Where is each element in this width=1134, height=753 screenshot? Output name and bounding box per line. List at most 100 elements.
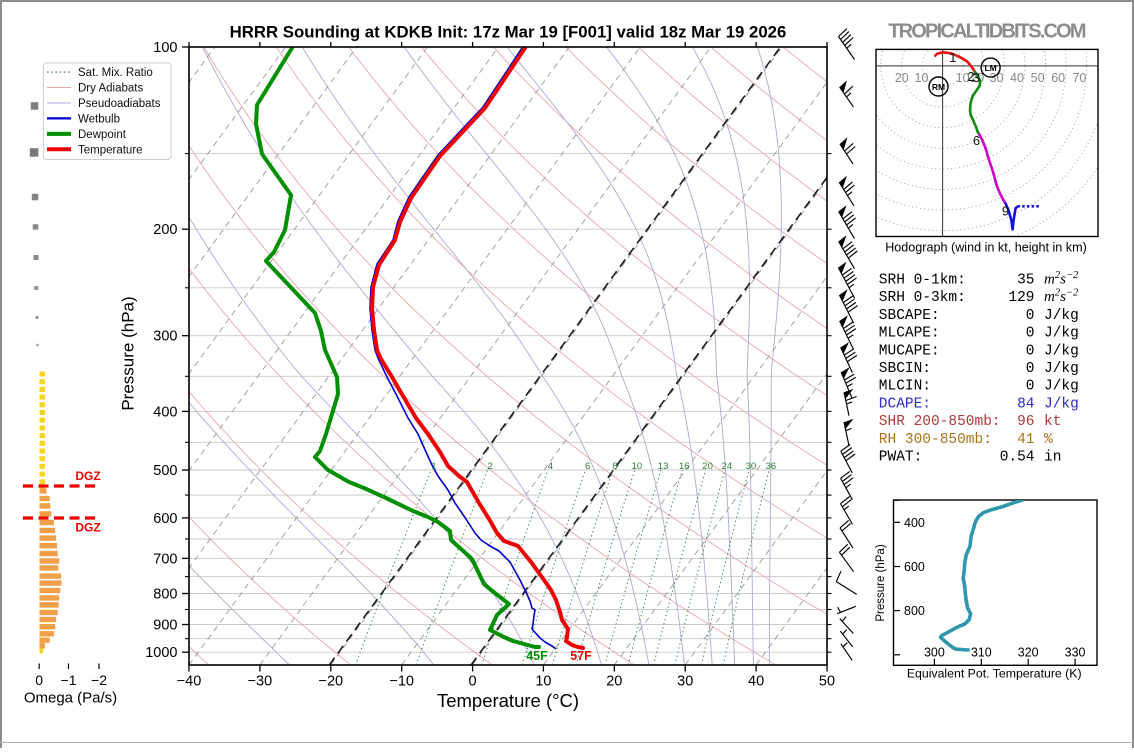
svg-text:LM: LM [984, 63, 996, 73]
svg-text:Wetbulb: Wetbulb [78, 113, 120, 125]
svg-text:SHR 200-850mb:: SHR 200-850mb: [879, 414, 1001, 430]
svg-text:Sat. Mix. Ratio: Sat. Mix. Ratio [78, 67, 153, 79]
svg-text:Pressure (hPa): Pressure (hPa) [119, 296, 138, 410]
svg-text:Hodograph (wind in kt, height: Hodograph (wind in kt, height in km) [885, 241, 1087, 255]
svg-text:−30: −30 [248, 674, 273, 690]
svg-text:MUCAPE:: MUCAPE: [879, 343, 940, 359]
svg-text:Dewpoint: Dewpoint [78, 129, 127, 141]
svg-text:Omega (Pa/s): Omega (Pa/s) [24, 690, 117, 707]
svg-text:30: 30 [746, 461, 757, 472]
svg-text:DCAPE:: DCAPE: [879, 396, 931, 412]
svg-text:330: 330 [1065, 645, 1086, 659]
svg-text:SBCIN:: SBCIN: [879, 361, 931, 377]
svg-text:HRRR Sounding at KDKB Init: 17: HRRR Sounding at KDKB Init: 17z Mar 19 [… [230, 23, 787, 42]
svg-text:1: 1 [949, 50, 956, 65]
svg-text:96: 96 [1017, 414, 1034, 430]
svg-text:20: 20 [606, 674, 622, 690]
svg-text:Pseudoadiabats: Pseudoadiabats [78, 98, 161, 110]
svg-text:800: 800 [904, 604, 925, 618]
svg-text:41: 41 [1017, 432, 1034, 448]
svg-text:%: % [1044, 432, 1053, 448]
svg-text:20: 20 [895, 71, 909, 85]
svg-text:700: 700 [153, 551, 177, 567]
svg-text:−1: −1 [61, 672, 77, 688]
svg-text:900: 900 [153, 618, 177, 634]
svg-text:30: 30 [677, 674, 693, 690]
svg-text:Pressure (hPa): Pressure (hPa) [875, 544, 887, 622]
svg-text:13: 13 [658, 461, 669, 472]
svg-text:57F: 57F [570, 649, 592, 663]
svg-text:J/kg: J/kg [1044, 343, 1079, 359]
svg-text:J/kg: J/kg [1044, 396, 1079, 412]
svg-text:10: 10 [915, 71, 929, 85]
svg-text:60: 60 [1051, 71, 1065, 85]
svg-text:−20: −20 [318, 674, 343, 690]
svg-text:J/kg: J/kg [1044, 379, 1079, 395]
svg-text:1000: 1000 [145, 645, 177, 661]
svg-text:6: 6 [585, 461, 590, 472]
svg-text:300: 300 [153, 329, 177, 345]
svg-text:310: 310 [971, 645, 992, 659]
svg-text:6: 6 [973, 133, 980, 148]
svg-text:Temperature (°C): Temperature (°C) [437, 690, 579, 711]
svg-text:20: 20 [702, 461, 713, 472]
svg-text:200: 200 [153, 222, 177, 238]
svg-text:400: 400 [904, 516, 925, 530]
svg-text:84: 84 [1017, 396, 1034, 412]
svg-text:600: 600 [904, 560, 925, 574]
svg-text:Equivalent Pot. Temperature (K: Equivalent Pot. Temperature (K) [907, 667, 1082, 681]
svg-text:−2: −2 [91, 672, 107, 688]
svg-text:400: 400 [153, 404, 177, 420]
svg-text:40: 40 [748, 674, 764, 690]
svg-text:800: 800 [153, 587, 177, 603]
svg-text:SRH 0-1km:: SRH 0-1km: [879, 272, 966, 288]
svg-text:600: 600 [153, 511, 177, 527]
svg-text:0: 0 [1026, 379, 1035, 395]
svg-text:0: 0 [1026, 326, 1035, 342]
svg-text:10: 10 [632, 461, 643, 472]
svg-text:PWAT:: PWAT: [879, 450, 923, 466]
svg-text:J/kg: J/kg [1044, 326, 1079, 342]
svg-text:4: 4 [548, 461, 553, 472]
svg-text:8: 8 [612, 461, 617, 472]
svg-text:10: 10 [956, 71, 970, 85]
svg-text:300: 300 [924, 645, 945, 659]
svg-text:30: 30 [990, 71, 1004, 85]
svg-text:0: 0 [1026, 361, 1035, 377]
svg-text:50: 50 [819, 674, 835, 690]
svg-text:2: 2 [967, 69, 974, 84]
svg-text:RH 300-850mb:: RH 300-850mb: [879, 432, 992, 448]
svg-text:3: 3 [973, 70, 980, 85]
svg-text:−40: −40 [177, 674, 202, 690]
svg-text:J/kg: J/kg [1044, 308, 1079, 324]
svg-text:MLCAPE:: MLCAPE: [879, 326, 940, 342]
svg-text:16: 16 [679, 461, 690, 472]
svg-text:0: 0 [35, 672, 43, 688]
svg-text:DGZ: DGZ [75, 469, 100, 483]
svg-text:40: 40 [1010, 71, 1024, 85]
svg-text:2: 2 [488, 461, 493, 472]
svg-text:10: 10 [535, 674, 551, 690]
svg-text:MLCIN:: MLCIN: [879, 379, 931, 395]
svg-text:in: in [1044, 450, 1061, 466]
svg-text:kt: kt [1044, 414, 1061, 430]
svg-text:24: 24 [722, 461, 733, 472]
svg-text:500: 500 [153, 463, 177, 479]
svg-text:SRH 0-3km:: SRH 0-3km: [879, 290, 966, 306]
svg-text:9: 9 [1002, 204, 1009, 219]
svg-text:DGZ: DGZ [75, 521, 100, 535]
svg-text:0: 0 [469, 674, 477, 690]
svg-text:SBCAPE:: SBCAPE: [879, 308, 940, 324]
svg-text:0.54: 0.54 [1000, 450, 1035, 466]
svg-text:36: 36 [766, 461, 777, 472]
svg-text:Temperature: Temperature [78, 144, 143, 156]
svg-text:50: 50 [1031, 71, 1045, 85]
svg-text:70: 70 [1072, 71, 1086, 85]
svg-text:Dry Adiabats: Dry Adiabats [78, 83, 143, 95]
svg-text:45F: 45F [526, 649, 548, 663]
svg-text:100: 100 [153, 40, 177, 56]
svg-text:−10: −10 [389, 674, 414, 690]
svg-text:129: 129 [1008, 290, 1034, 306]
svg-text:TROPICALTIDBITS.COM: TROPICALTIDBITS.COM [888, 21, 1086, 43]
svg-text:J/kg: J/kg [1044, 361, 1079, 377]
